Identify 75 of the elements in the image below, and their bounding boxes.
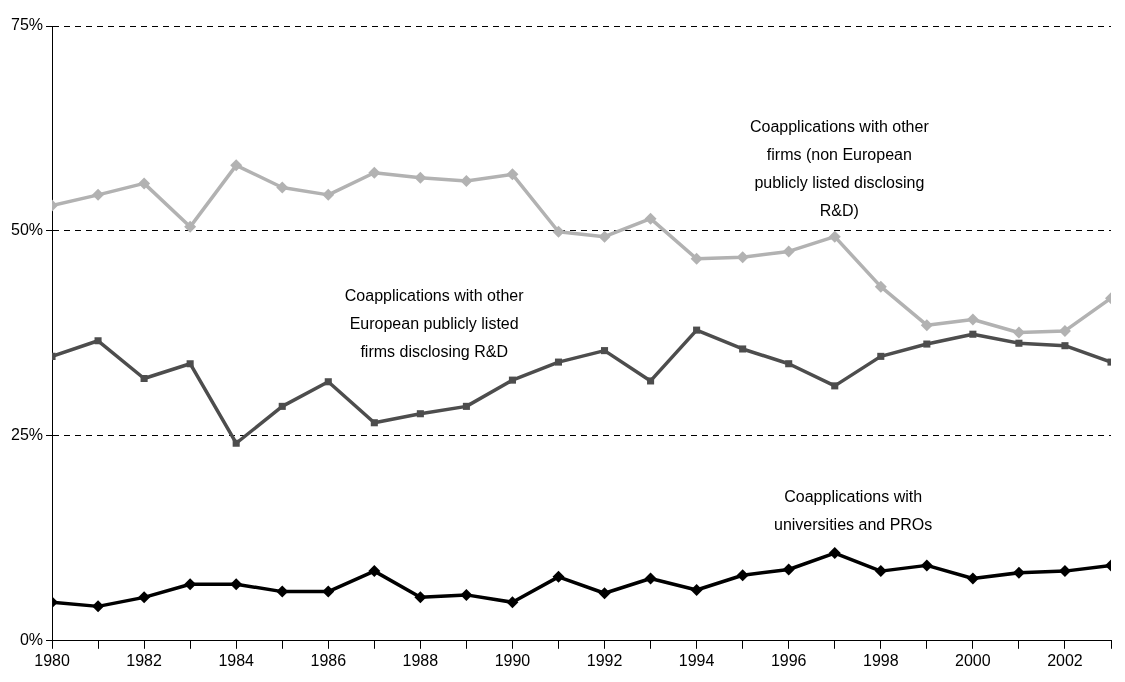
point [184, 220, 197, 233]
point [785, 360, 793, 368]
point [554, 358, 563, 366]
x-tick-label: 2000 [955, 651, 991, 669]
point [368, 565, 381, 578]
point [552, 225, 565, 238]
point [969, 330, 977, 338]
point [647, 377, 655, 385]
x-tick-label: 1982 [126, 651, 163, 669]
point [598, 587, 611, 600]
x-tick-label: 1994 [678, 651, 715, 669]
point [414, 591, 427, 604]
point [877, 352, 885, 360]
point [278, 402, 286, 410]
point [552, 570, 565, 583]
x-tick-label: 1984 [218, 651, 255, 669]
point [462, 402, 470, 410]
point [506, 596, 519, 609]
point [140, 374, 148, 383]
x-tick-label: 1988 [402, 651, 439, 669]
point [230, 578, 243, 591]
point [601, 347, 609, 355]
point [782, 245, 795, 258]
point [1015, 339, 1023, 347]
x-tick-label: 1998 [862, 651, 899, 669]
point [230, 159, 243, 172]
point [828, 547, 841, 560]
text: Coapplications with other firms (non European publicly listed disclosing R&D) [749, 117, 930, 219]
y-tick-label: 0% [19, 631, 44, 649]
point [322, 188, 335, 201]
point [186, 360, 194, 368]
point [460, 588, 473, 601]
point [874, 280, 887, 293]
point [782, 563, 795, 576]
point [828, 230, 841, 243]
point [508, 376, 516, 384]
point [94, 337, 102, 345]
series-label: Coapplications with other European publicly listed firms disclosing R&D [344, 286, 525, 360]
x-tick-label: 1992 [586, 651, 623, 669]
x-tick-label: 1990 [494, 651, 531, 669]
x-tick-label: 1980 [34, 651, 70, 669]
point [232, 439, 240, 447]
point [920, 319, 933, 332]
point [370, 419, 378, 427]
point [966, 572, 979, 585]
point [693, 326, 701, 334]
point [506, 168, 519, 181]
point [92, 188, 105, 201]
point [831, 382, 839, 390]
point [874, 565, 887, 578]
point [1061, 342, 1069, 350]
point [736, 569, 749, 582]
point [92, 600, 105, 613]
y-tick-label: 50% [10, 221, 44, 239]
point [923, 340, 931, 348]
point [138, 177, 151, 190]
point [416, 410, 424, 418]
point [324, 378, 332, 386]
x-tick-label: 1986 [310, 651, 347, 669]
point [368, 166, 381, 179]
point [644, 572, 657, 585]
x-tick-label: 1996 [770, 651, 807, 669]
point [322, 585, 335, 598]
x-tick-label: 2002 [1047, 651, 1083, 669]
point [1012, 566, 1025, 579]
point [644, 212, 657, 225]
point [1012, 326, 1025, 339]
point [276, 181, 289, 194]
series-label: Coapplications with universities and PROs [774, 487, 933, 533]
point [138, 591, 151, 604]
y-tick-label: 75% [10, 16, 44, 34]
y-tick-label: 25% [10, 426, 44, 444]
point [739, 345, 747, 353]
point [690, 583, 703, 596]
point [920, 559, 933, 572]
